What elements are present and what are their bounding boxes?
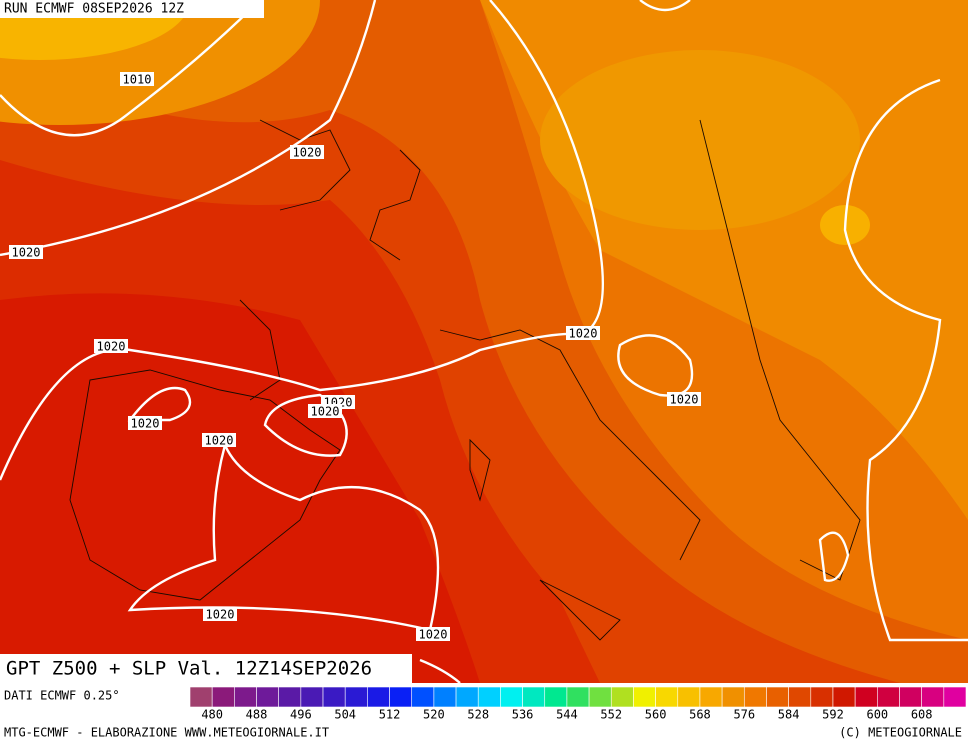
colorbar-tick-label: 568	[689, 708, 711, 722]
map-title: GPT Z500 + SLP Val. 12Z14SEP2026	[6, 658, 372, 680]
colorbar-tick-label: 544	[556, 708, 578, 722]
isobar-label-box	[203, 607, 237, 621]
colorbar-tick-label: 576	[733, 708, 755, 722]
footer-right: (C) METEOGIORNALE	[839, 726, 962, 740]
colorbar-swatch	[544, 686, 568, 708]
isobar-label-box	[566, 326, 600, 340]
isobar-label: 1020	[205, 434, 234, 448]
map-field	[0, 0, 968, 683]
isobar-label: 1020	[419, 628, 448, 642]
isobar-label-box	[202, 433, 236, 447]
isobar-label-box	[290, 145, 324, 159]
colorbar-tick-label: 496	[290, 708, 312, 722]
isobar-label: 1020	[131, 417, 160, 431]
isobar-label: 1010	[123, 73, 152, 87]
colorbar-swatch	[743, 686, 767, 708]
footer-left: MTG-ECMWF - ELABORAZIONE WWW.METEOGIORNA…	[4, 726, 329, 740]
colorbar-swatch	[610, 686, 634, 708]
colorbar-tick-label: 552	[600, 708, 622, 722]
isobar-label-box	[308, 404, 342, 418]
colorbar-swatch	[477, 686, 501, 708]
colorbar: 480 488 496 504 512 520 528 536 544 552 560 568 576 5…	[189, 686, 967, 722]
isobar-label: 1020	[670, 393, 699, 407]
colorbar-tick-label: 488	[246, 708, 268, 722]
isobar-label-box	[9, 245, 43, 259]
colorbar-swatch	[566, 686, 590, 708]
colorbar-swatch	[256, 686, 279, 708]
colorbar-tick-label: 536	[512, 708, 534, 722]
data-source: DATI ECMWF 0.25°	[4, 689, 120, 703]
colorbar-swatch	[721, 686, 745, 708]
colorbar-tick-label: 520	[423, 708, 445, 722]
colorbar-tick-label: 584	[778, 708, 800, 722]
colorbar-tick-label: 600	[866, 708, 888, 722]
colorbar-swatch	[455, 686, 479, 708]
colorbar-tick-label: 560	[645, 708, 667, 722]
colorbar-swatch	[500, 686, 523, 708]
isobar-label-box	[120, 72, 154, 86]
colorbar-tick-label: 504	[334, 708, 356, 722]
run-label: RUN ECMWF 08SEP2026 12Z	[4, 2, 184, 17]
colorbar-swatch	[699, 686, 723, 708]
colorbar-swatch	[877, 686, 900, 708]
colorbar-swatch	[189, 686, 213, 708]
colorbar-swatch	[788, 686, 812, 708]
colorbar-swatch	[633, 686, 656, 708]
colorbar-swatch	[300, 686, 324, 708]
colorbar-swatch	[766, 686, 789, 708]
colorbar-swatch	[921, 686, 945, 708]
colorbar-tick-label: 608	[911, 708, 933, 722]
colorbar-swatch	[211, 686, 235, 708]
colorbar-swatch	[810, 686, 834, 708]
isobar-label: 1020	[311, 405, 340, 419]
colorbar-swatch	[411, 686, 435, 708]
colorbar-tick-label: 480	[201, 708, 223, 722]
colorbar-swatch	[234, 686, 257, 708]
colorbar-swatch	[367, 686, 390, 708]
colorbar-swatch	[322, 686, 346, 708]
colorbar-tick-label: 512	[379, 708, 401, 722]
colorbar-swatch	[832, 686, 856, 708]
colorbar-swatch	[899, 686, 922, 708]
isobar-labels: 1010 1020 1020 1020 1020 1020 1020 1020 1020 1020…	[9, 72, 701, 642]
isobar-label-box	[667, 392, 701, 406]
colorbar-swatch	[588, 686, 612, 708]
colorbar-tick-label: 528	[467, 708, 489, 722]
isobar-label: 1020	[569, 327, 598, 341]
isobar-label: 1020	[12, 246, 41, 260]
isobar-label-box	[94, 339, 128, 353]
isobar-label-box	[416, 627, 450, 641]
colorbar-swatch	[389, 686, 413, 708]
colorbar-swatch	[344, 686, 368, 708]
title-box	[0, 654, 412, 683]
colorbar-swatch	[522, 686, 546, 708]
colorbar-swatch	[655, 686, 679, 708]
isobar-label: 1020	[293, 146, 322, 160]
colorbar-tick-label: 592	[822, 708, 844, 722]
isobar-label-box	[128, 416, 162, 430]
isobar-label: 1020	[97, 340, 126, 354]
colorbar-swatch	[278, 686, 302, 708]
colorbar-swatch	[433, 686, 457, 708]
colorbar-swatch	[943, 686, 967, 708]
colorbar-swatch	[677, 686, 701, 708]
run-box	[0, 0, 264, 18]
isobar-label: 1020	[206, 608, 235, 622]
colorbar-swatch	[854, 686, 878, 708]
